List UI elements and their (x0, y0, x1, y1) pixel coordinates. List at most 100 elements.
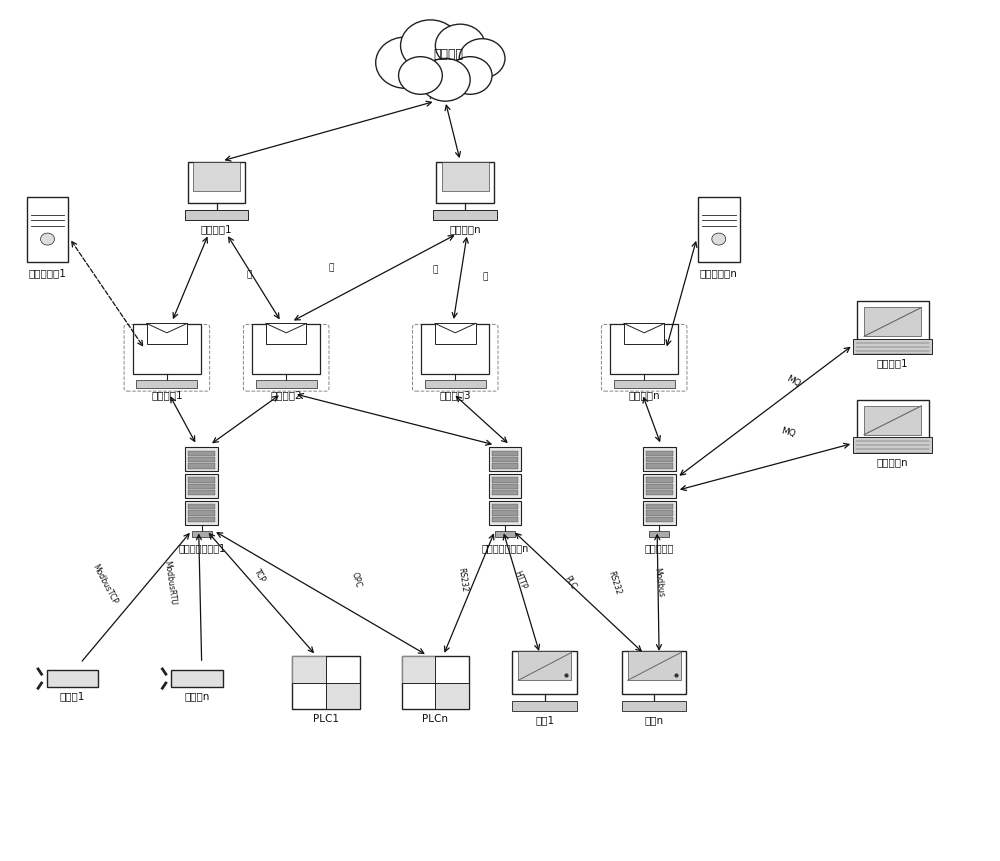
Bar (643, 474, 676, 498)
Bar (614, 380, 675, 387)
Bar (646, 511, 673, 516)
Text: 控制服务器: 控制服务器 (644, 543, 674, 554)
Circle shape (459, 39, 505, 78)
Circle shape (712, 233, 726, 245)
Text: ModbusTCP: ModbusTCP (91, 563, 119, 606)
Bar (492, 463, 518, 468)
Bar (489, 474, 521, 498)
Bar (646, 477, 673, 483)
Circle shape (399, 57, 442, 95)
Bar (147, 324, 187, 344)
Bar (646, 463, 673, 468)
Bar (492, 504, 518, 510)
Text: 数据采集服务器n: 数据采集服务器n (481, 543, 529, 554)
Bar (256, 380, 317, 387)
Bar (518, 651, 571, 680)
Bar (610, 325, 678, 374)
Text: 串: 串 (433, 265, 438, 274)
Text: 显示终端1: 显示终端1 (201, 225, 232, 234)
Text: HTTP: HTTP (512, 569, 528, 591)
Bar (857, 301, 929, 343)
Bar (492, 484, 518, 489)
Text: 消息服务n: 消息服务n (628, 390, 660, 400)
Bar (188, 457, 215, 462)
Bar (171, 670, 223, 687)
Text: 传感器1: 传感器1 (60, 691, 85, 702)
Bar (266, 324, 306, 344)
Bar (649, 530, 669, 536)
Bar (646, 484, 673, 489)
Circle shape (435, 24, 485, 67)
Text: 传感器n: 传感器n (184, 691, 209, 702)
Bar (646, 451, 673, 456)
Text: 消息服务2: 消息服务2 (270, 390, 302, 400)
Bar (326, 683, 360, 709)
Bar (622, 701, 686, 711)
Bar (495, 530, 515, 536)
Bar (188, 162, 245, 203)
Bar (489, 500, 521, 524)
Text: 设备n: 设备n (645, 715, 664, 725)
Circle shape (376, 37, 435, 89)
Text: 远程控制n: 远程控制n (877, 457, 909, 467)
Bar (442, 162, 489, 191)
Bar (853, 437, 932, 453)
Bar (643, 500, 676, 524)
Bar (435, 683, 469, 709)
Text: 数据采集服务器1: 数据采集服务器1 (178, 543, 225, 554)
Bar (133, 325, 201, 374)
Bar (489, 447, 521, 471)
Bar (646, 504, 673, 510)
Text: 消息服务1: 消息服务1 (151, 390, 183, 400)
Bar (136, 380, 197, 387)
Text: 串: 串 (482, 272, 488, 281)
Bar (188, 504, 215, 510)
Bar (646, 457, 673, 462)
Bar (188, 484, 215, 489)
Text: 时序数据库1: 时序数据库1 (29, 269, 66, 278)
Bar (864, 406, 921, 435)
Text: ModbusRTU: ModbusRTU (162, 560, 177, 605)
Circle shape (401, 20, 460, 71)
Text: TCP: TCP (252, 567, 267, 585)
Bar (185, 474, 218, 498)
Text: RS232: RS232 (606, 570, 622, 596)
Bar (292, 656, 326, 683)
Bar (628, 651, 681, 680)
Bar (698, 197, 740, 262)
Bar (192, 530, 212, 536)
Text: RS232: RS232 (456, 567, 468, 593)
Bar (421, 325, 489, 374)
Bar (47, 670, 98, 687)
Text: 串: 串 (247, 270, 252, 279)
Bar (622, 651, 686, 694)
Bar (425, 380, 486, 387)
Bar (853, 339, 932, 355)
Bar (512, 651, 577, 694)
Bar (643, 447, 676, 471)
Text: 消息服务3: 消息服务3 (439, 390, 471, 400)
Bar (188, 463, 215, 468)
Bar (864, 307, 921, 337)
Bar (185, 210, 248, 220)
Bar (193, 162, 240, 191)
Bar (492, 457, 518, 462)
Bar (188, 517, 215, 522)
Bar (857, 400, 929, 441)
Text: 时序数据库n: 时序数据库n (700, 269, 738, 278)
Bar (435, 324, 476, 344)
Bar (492, 451, 518, 456)
Text: 设备1: 设备1 (535, 715, 554, 725)
Bar (402, 656, 435, 683)
Bar (188, 490, 215, 495)
Text: 远程控制1: 远程控制1 (877, 359, 909, 369)
Bar (492, 490, 518, 495)
Text: 云服务器: 云服务器 (433, 47, 463, 60)
Circle shape (41, 233, 54, 245)
Bar (252, 325, 320, 374)
Text: OPC: OPC (349, 572, 362, 589)
Text: 串: 串 (328, 263, 334, 272)
Bar (646, 517, 673, 522)
Text: Modbus: Modbus (653, 567, 666, 598)
Text: PLC1: PLC1 (313, 714, 339, 723)
